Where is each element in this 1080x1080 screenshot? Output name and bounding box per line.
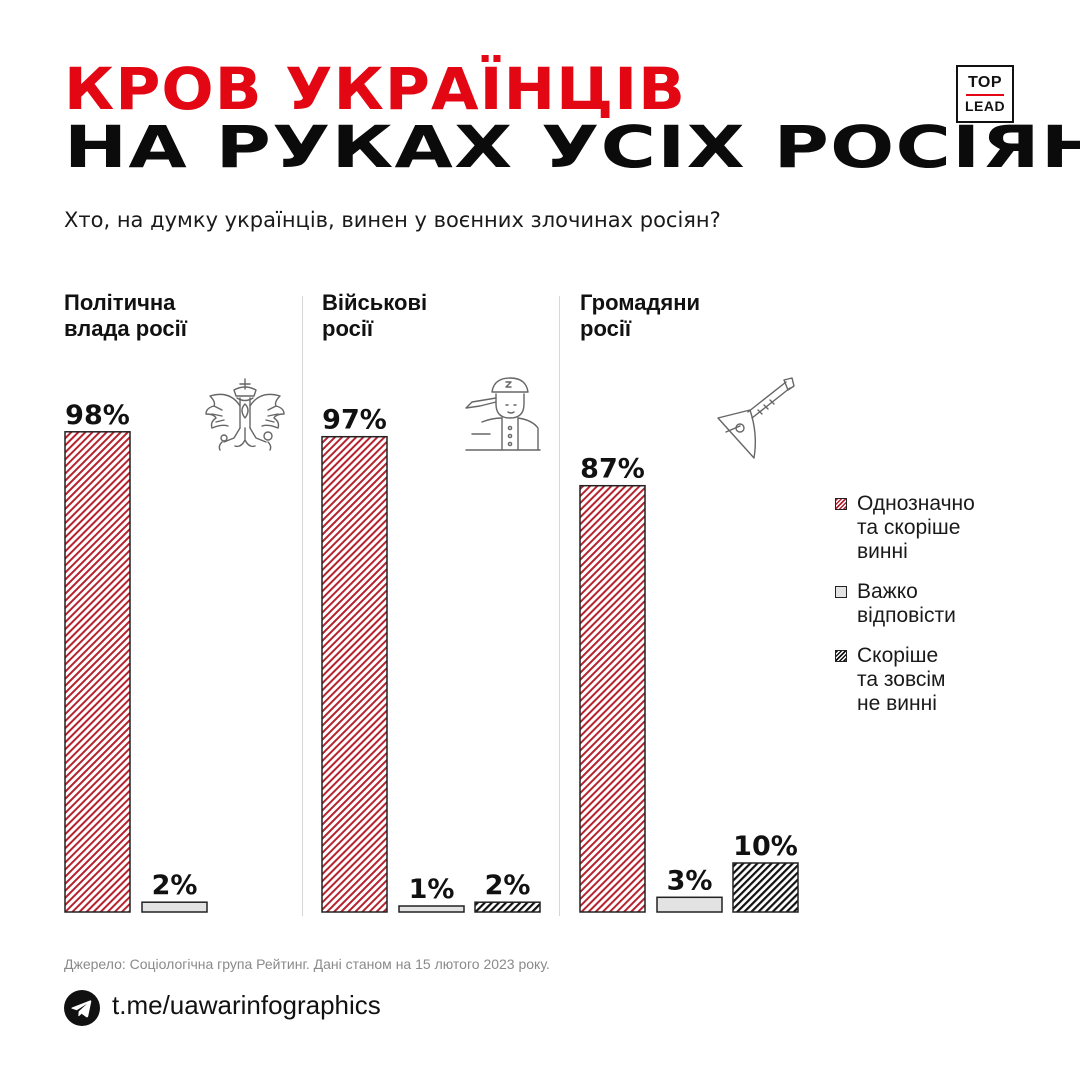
bar-hard-to-answer bbox=[398, 905, 465, 913]
logo-top-text: TOP bbox=[967, 74, 1003, 91]
category-label-military: Військові росії bbox=[322, 290, 428, 341]
value-label-hard-to-answer: 2% bbox=[152, 870, 198, 901]
legend-item-guilty: Однозначно та скоріше винні bbox=[835, 492, 1035, 564]
telegram-channel-link[interactable]: t.me/uawarinfographics bbox=[112, 990, 381, 1020]
column-divider bbox=[302, 296, 303, 916]
bar-hard-to-answer bbox=[141, 901, 208, 913]
bar-guilty bbox=[579, 484, 646, 913]
coat-of-arms-icon bbox=[205, 378, 285, 451]
legend-label-hard-to-answer: Важко відповісти bbox=[857, 580, 956, 627]
legend-item-not-guilty: Скоріше та зовсім не винні bbox=[835, 644, 1035, 716]
title-line-2: НА РУКАХ УСІХ РОСІЯН bbox=[64, 113, 1080, 181]
top-lead-logo: TOP LEAD bbox=[956, 65, 1014, 123]
legend-swatch-not-guilty bbox=[835, 650, 847, 662]
legend: Однозначно та скоріше винні Важко відпов… bbox=[835, 492, 1035, 732]
value-label-not-guilty: 2% bbox=[485, 870, 531, 901]
title-line-1: КРОВ УКРАЇНЦІВ bbox=[64, 55, 687, 123]
column-divider bbox=[559, 296, 560, 916]
value-label-guilty: 97% bbox=[322, 405, 387, 436]
legend-swatch-guilty bbox=[835, 498, 847, 510]
legend-swatch-hard-to-answer bbox=[835, 586, 847, 598]
bar-not-guilty bbox=[474, 901, 541, 913]
value-label-hard-to-answer: 3% bbox=[667, 865, 713, 896]
category-label-political-authorities: Політична влада росії bbox=[64, 290, 187, 341]
logo-divider bbox=[966, 94, 1004, 96]
value-label-hard-to-answer: 1% bbox=[409, 874, 455, 905]
legend-label-not-guilty: Скоріше та зовсім не винні bbox=[857, 644, 946, 715]
legend-label-guilty: Однозначно та скоріше винні bbox=[857, 492, 975, 563]
legend-item-hard-to-answer: Важко відповісти bbox=[835, 580, 1035, 628]
subtitle: Хто, на думку українців, винен у воєнних… bbox=[64, 208, 721, 232]
bar-guilty bbox=[64, 431, 131, 913]
value-label-not-guilty: 10% bbox=[733, 831, 798, 862]
bar-hard-to-answer bbox=[656, 896, 723, 913]
balalaika-icon bbox=[717, 377, 795, 459]
source-note: Джерело: Соціологічна група Рейтинг. Дан… bbox=[64, 956, 550, 972]
saluting-soldier-icon bbox=[465, 377, 541, 451]
bar-not-guilty bbox=[732, 862, 799, 913]
value-label-guilty: 87% bbox=[580, 454, 645, 485]
value-label-guilty: 98% bbox=[65, 400, 130, 431]
category-label-citizens: Громадяни росії bbox=[580, 290, 701, 341]
telegram-icon[interactable] bbox=[64, 990, 100, 1026]
logo-bottom-text: LEAD bbox=[964, 98, 1006, 114]
bar-guilty bbox=[321, 435, 388, 913]
